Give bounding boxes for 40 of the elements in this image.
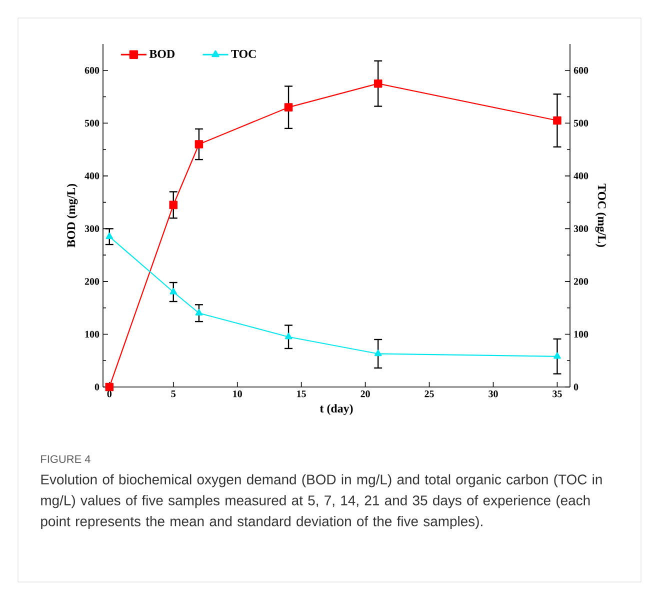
legend-label: TOC (231, 50, 256, 58)
point (374, 350, 382, 356)
x-tick-label: 15 (297, 390, 306, 398)
point (169, 200, 178, 210)
y-tick-label: 200 (84, 278, 100, 285)
point (194, 140, 204, 148)
x-tick-label: 5 (171, 390, 176, 398)
y2-tick-label: 100 (574, 330, 588, 338)
point (106, 232, 114, 239)
point (553, 116, 562, 125)
point (374, 79, 382, 88)
point (170, 288, 178, 294)
point (195, 308, 203, 316)
y2-tick-label: 300 (574, 225, 588, 232)
y-tick-label: 100 (85, 330, 100, 338)
x-tick-label: 25 (424, 390, 434, 398)
y-tick-label: 300 (84, 225, 100, 232)
y2-tick-label: 0 (574, 384, 578, 390)
y-tick-label: 400 (84, 172, 100, 180)
x-tick-label: 20 (360, 390, 370, 398)
x-tick-label: 10 (233, 390, 242, 398)
point (284, 103, 293, 112)
legend-label: BOD (149, 50, 175, 58)
point (554, 352, 561, 359)
text: Evolution of biochemical oxygen demand (BOD in mg/L) and total organic carbon (TOC in mg/L) values of five samples measured at 5, 7, 14, 21 and 35 days of experience (each point represents the mean and standard deviation of the five samples). (41, 474, 602, 530)
y-tick-label: 0 (94, 384, 100, 390)
y-tick-label: 500 (84, 120, 100, 127)
y-axis-title: BOD (mg/L) (66, 184, 78, 248)
y2-tick-label: 200 (574, 278, 588, 285)
x-tick-label: 35 (552, 390, 562, 398)
y2-tick-label: 400 (574, 172, 588, 180)
x-axis-title: t (day) (320, 404, 353, 415)
point (284, 332, 292, 340)
y2-tick-label: 500 (574, 120, 588, 127)
point (105, 382, 114, 392)
y-tick-label: 600 (84, 67, 100, 74)
y2-axis-title: TOC (mg/L) (595, 184, 606, 247)
caption: FIGURE 4 (41, 455, 90, 463)
x-tick-label: 30 (488, 390, 498, 398)
y2-tick-label: 600 (574, 67, 588, 74)
